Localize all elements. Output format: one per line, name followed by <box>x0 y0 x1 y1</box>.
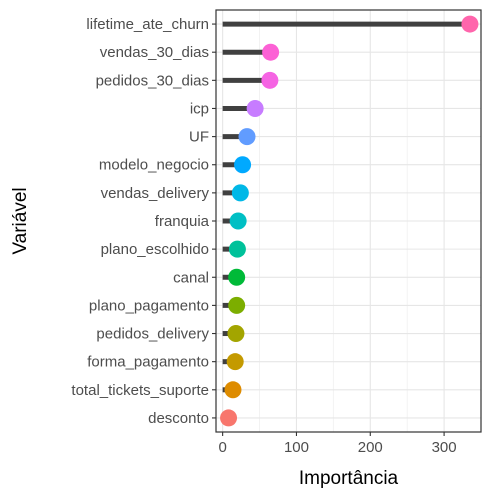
point-plano_escolhido <box>228 240 246 258</box>
x-axis-title: Importância <box>299 468 399 489</box>
y-tick-label: plano_escolhido <box>101 241 209 258</box>
y-tick-label: franquia <box>155 213 210 230</box>
point-vendas_30_dias <box>262 43 280 61</box>
point-franquia <box>229 212 247 230</box>
x-tick-label: 100 <box>284 439 309 456</box>
point-total_tickets_suporte <box>224 381 242 399</box>
point-forma_pagamento <box>226 353 244 371</box>
y-tick-label: canal <box>173 269 209 286</box>
y-tick-label: pedidos_30_dias <box>96 72 209 89</box>
point-canal <box>228 268 246 286</box>
y-axis-ticks: lifetime_ate_churn vendas_30_dias pedidos_… <box>71 16 216 427</box>
point-icp <box>246 99 264 117</box>
y-tick-label: UF <box>189 129 209 146</box>
point-modelo_negocio <box>234 156 252 174</box>
y-tick-label: desconto <box>148 410 209 427</box>
x-tick-label: 200 <box>358 439 383 456</box>
point-lifetime_ate_churn <box>461 15 479 33</box>
y-tick-label: modelo_negocio <box>99 157 209 174</box>
points <box>220 15 479 427</box>
y-tick-label: lifetime_ate_churn <box>86 16 209 33</box>
point-vendas_delivery <box>231 184 249 202</box>
x-tick-label: 0 <box>218 439 226 456</box>
y-tick-label: vendas_delivery <box>101 185 210 202</box>
point-pedidos_30_dias <box>261 71 279 89</box>
y-tick-label: plano_pagamento <box>89 297 209 314</box>
point-pedidos_delivery <box>227 325 245 343</box>
y-tick-label: total_tickets_suporte <box>71 382 209 399</box>
y-tick-label: icp <box>190 100 209 117</box>
y-axis-title: Variável <box>10 187 31 254</box>
y-tick-label: vendas_30_dias <box>100 44 209 61</box>
y-tick-label: pedidos_delivery <box>96 326 209 343</box>
point-desconto <box>220 409 238 427</box>
x-axis-ticks: 0 100 200 300 <box>218 432 457 456</box>
point-UF <box>238 128 256 146</box>
y-tick-label: forma_pagamento <box>87 354 209 371</box>
point-plano_pagamento <box>228 296 246 314</box>
grid-lines <box>216 10 481 432</box>
x-tick-label: 300 <box>432 439 457 456</box>
